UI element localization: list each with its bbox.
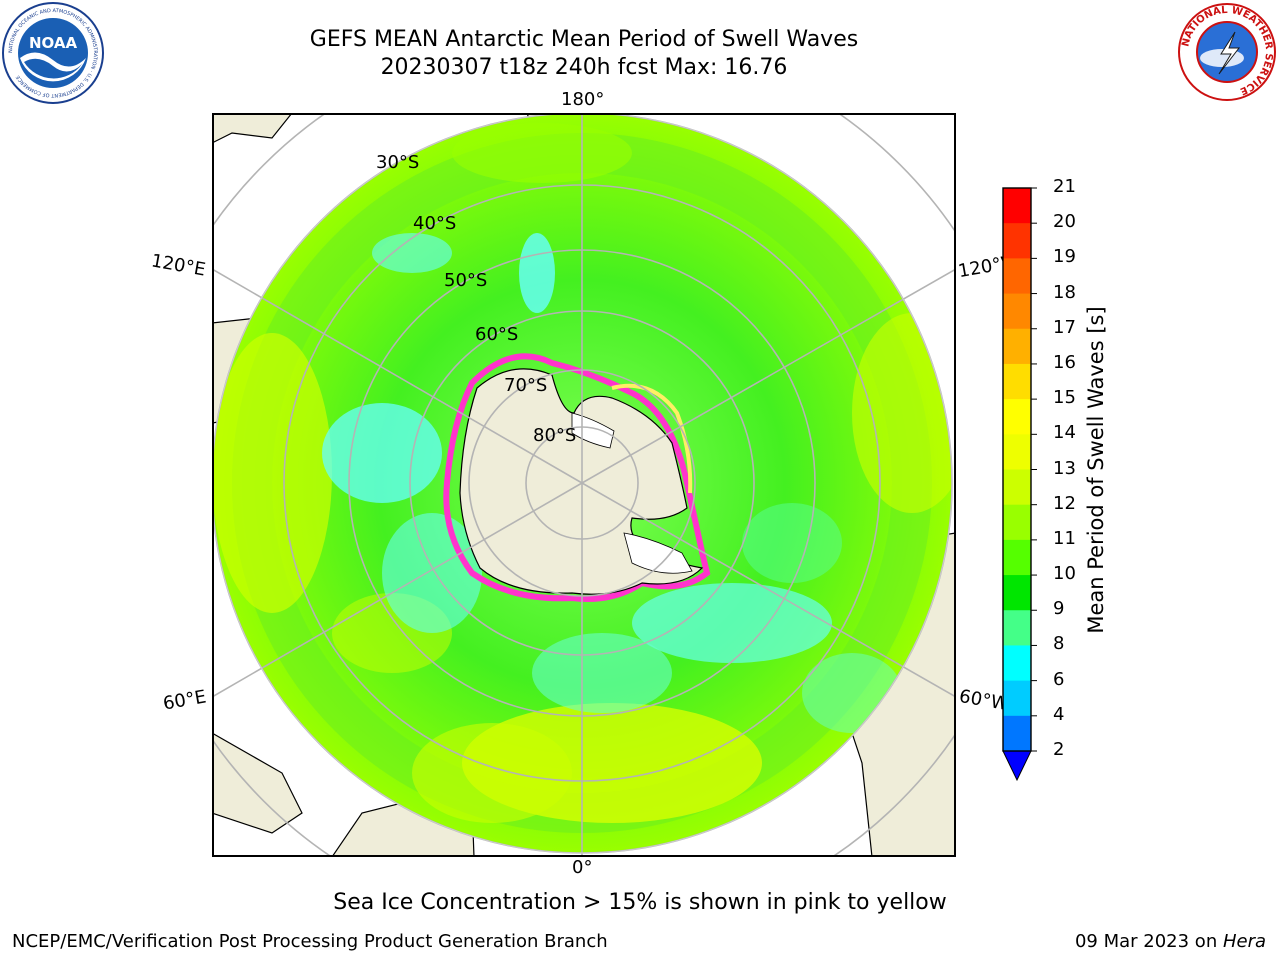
colorbar-tick-label: 11 xyxy=(1053,527,1076,549)
colorbar-tick-label: 21 xyxy=(1053,176,1076,197)
lon-label-0: 0° xyxy=(572,857,593,878)
colorbar-band xyxy=(1003,399,1031,435)
footer-date-text: 09 Mar 2023 on xyxy=(1074,931,1223,952)
map-frame xyxy=(212,113,956,857)
colorbar xyxy=(1002,187,1037,782)
colorbar-tick-label: 18 xyxy=(1053,281,1076,303)
footer-credit: NCEP/EMC/Verification Post Processing Pr… xyxy=(12,931,608,952)
colorbar-band xyxy=(1003,188,1031,224)
colorbar-band xyxy=(1003,258,1031,295)
colorbar-title: Mean Period of Swell Waves [s] xyxy=(1084,306,1108,634)
colorbar-tick-label: 15 xyxy=(1053,387,1076,409)
colorbar-tick-label: 16 xyxy=(1053,351,1076,373)
colorbar-tick-label: 20 xyxy=(1053,211,1076,233)
lon-label-120e: 120°E xyxy=(149,250,208,281)
colorbar-band xyxy=(1003,223,1031,259)
footer-date: 09 Mar 2023 on Hera xyxy=(1075,931,1266,952)
colorbar-band xyxy=(1003,328,1031,365)
polar-map xyxy=(212,113,956,857)
sea-ice-edge xyxy=(443,353,711,602)
colorbar-tick-label: 2 xyxy=(1053,739,1065,760)
chart-title: GEFS MEAN Antarctic Mean Period of Swell… xyxy=(309,27,859,52)
colorbar-band xyxy=(1003,293,1031,330)
colorbar-tick-label: 14 xyxy=(1053,422,1076,444)
nws-logo: NATIONAL WEATHER SERVICE xyxy=(1178,3,1276,101)
lat-label-40s: 40°S xyxy=(413,213,457,234)
sea-ice-note: Sea Ice Concentration > 15% is shown in … xyxy=(333,890,947,915)
lon-label-180: 180° xyxy=(561,89,605,110)
colorbar-band xyxy=(1003,575,1031,611)
lat-label-60s: 60°S xyxy=(475,324,519,345)
colorbar-tick-label: 9 xyxy=(1053,598,1065,620)
colorbar-tick-label: 17 xyxy=(1053,316,1076,338)
colorbar-band xyxy=(1003,504,1031,541)
lat-label-30s: 30°S xyxy=(376,152,420,173)
colorbar-band xyxy=(1003,715,1031,752)
colorbar-tick-label: 6 xyxy=(1053,668,1065,690)
colorbar-band xyxy=(1003,645,1031,682)
colorbar-band xyxy=(1003,434,1031,470)
svg-text:NOAA: NOAA xyxy=(29,34,78,52)
colorbar-band xyxy=(1003,469,1031,506)
footer-host: Hera xyxy=(1222,931,1266,952)
colorbar-tick-label: 12 xyxy=(1053,492,1076,514)
colorbar-tick-label: 8 xyxy=(1053,633,1065,655)
colorbar-tick-label: 19 xyxy=(1053,246,1076,268)
colorbar-band xyxy=(1003,363,1031,400)
chart-subtitle: 20230307 t18z 240h fcst Max: 16.76 xyxy=(380,55,788,80)
lat-label-70s: 70°S xyxy=(504,375,548,396)
colorbar-band xyxy=(1003,610,1031,646)
noaa-logo: NOAA NATIONAL OCEANIC AND ATMOSPHERIC AD… xyxy=(2,2,104,104)
colorbar-tick-label: 4 xyxy=(1053,703,1065,725)
colorbar-band xyxy=(1003,680,1031,717)
lat-label-50s: 50°S xyxy=(444,270,488,291)
colorbar-tick-label: 13 xyxy=(1053,457,1076,479)
colorbar-tick-label: 10 xyxy=(1053,563,1076,585)
lon-label-60e: 60°E xyxy=(161,686,208,715)
colorbar-band xyxy=(1003,539,1031,576)
lat-label-80s: 80°S xyxy=(533,425,577,446)
